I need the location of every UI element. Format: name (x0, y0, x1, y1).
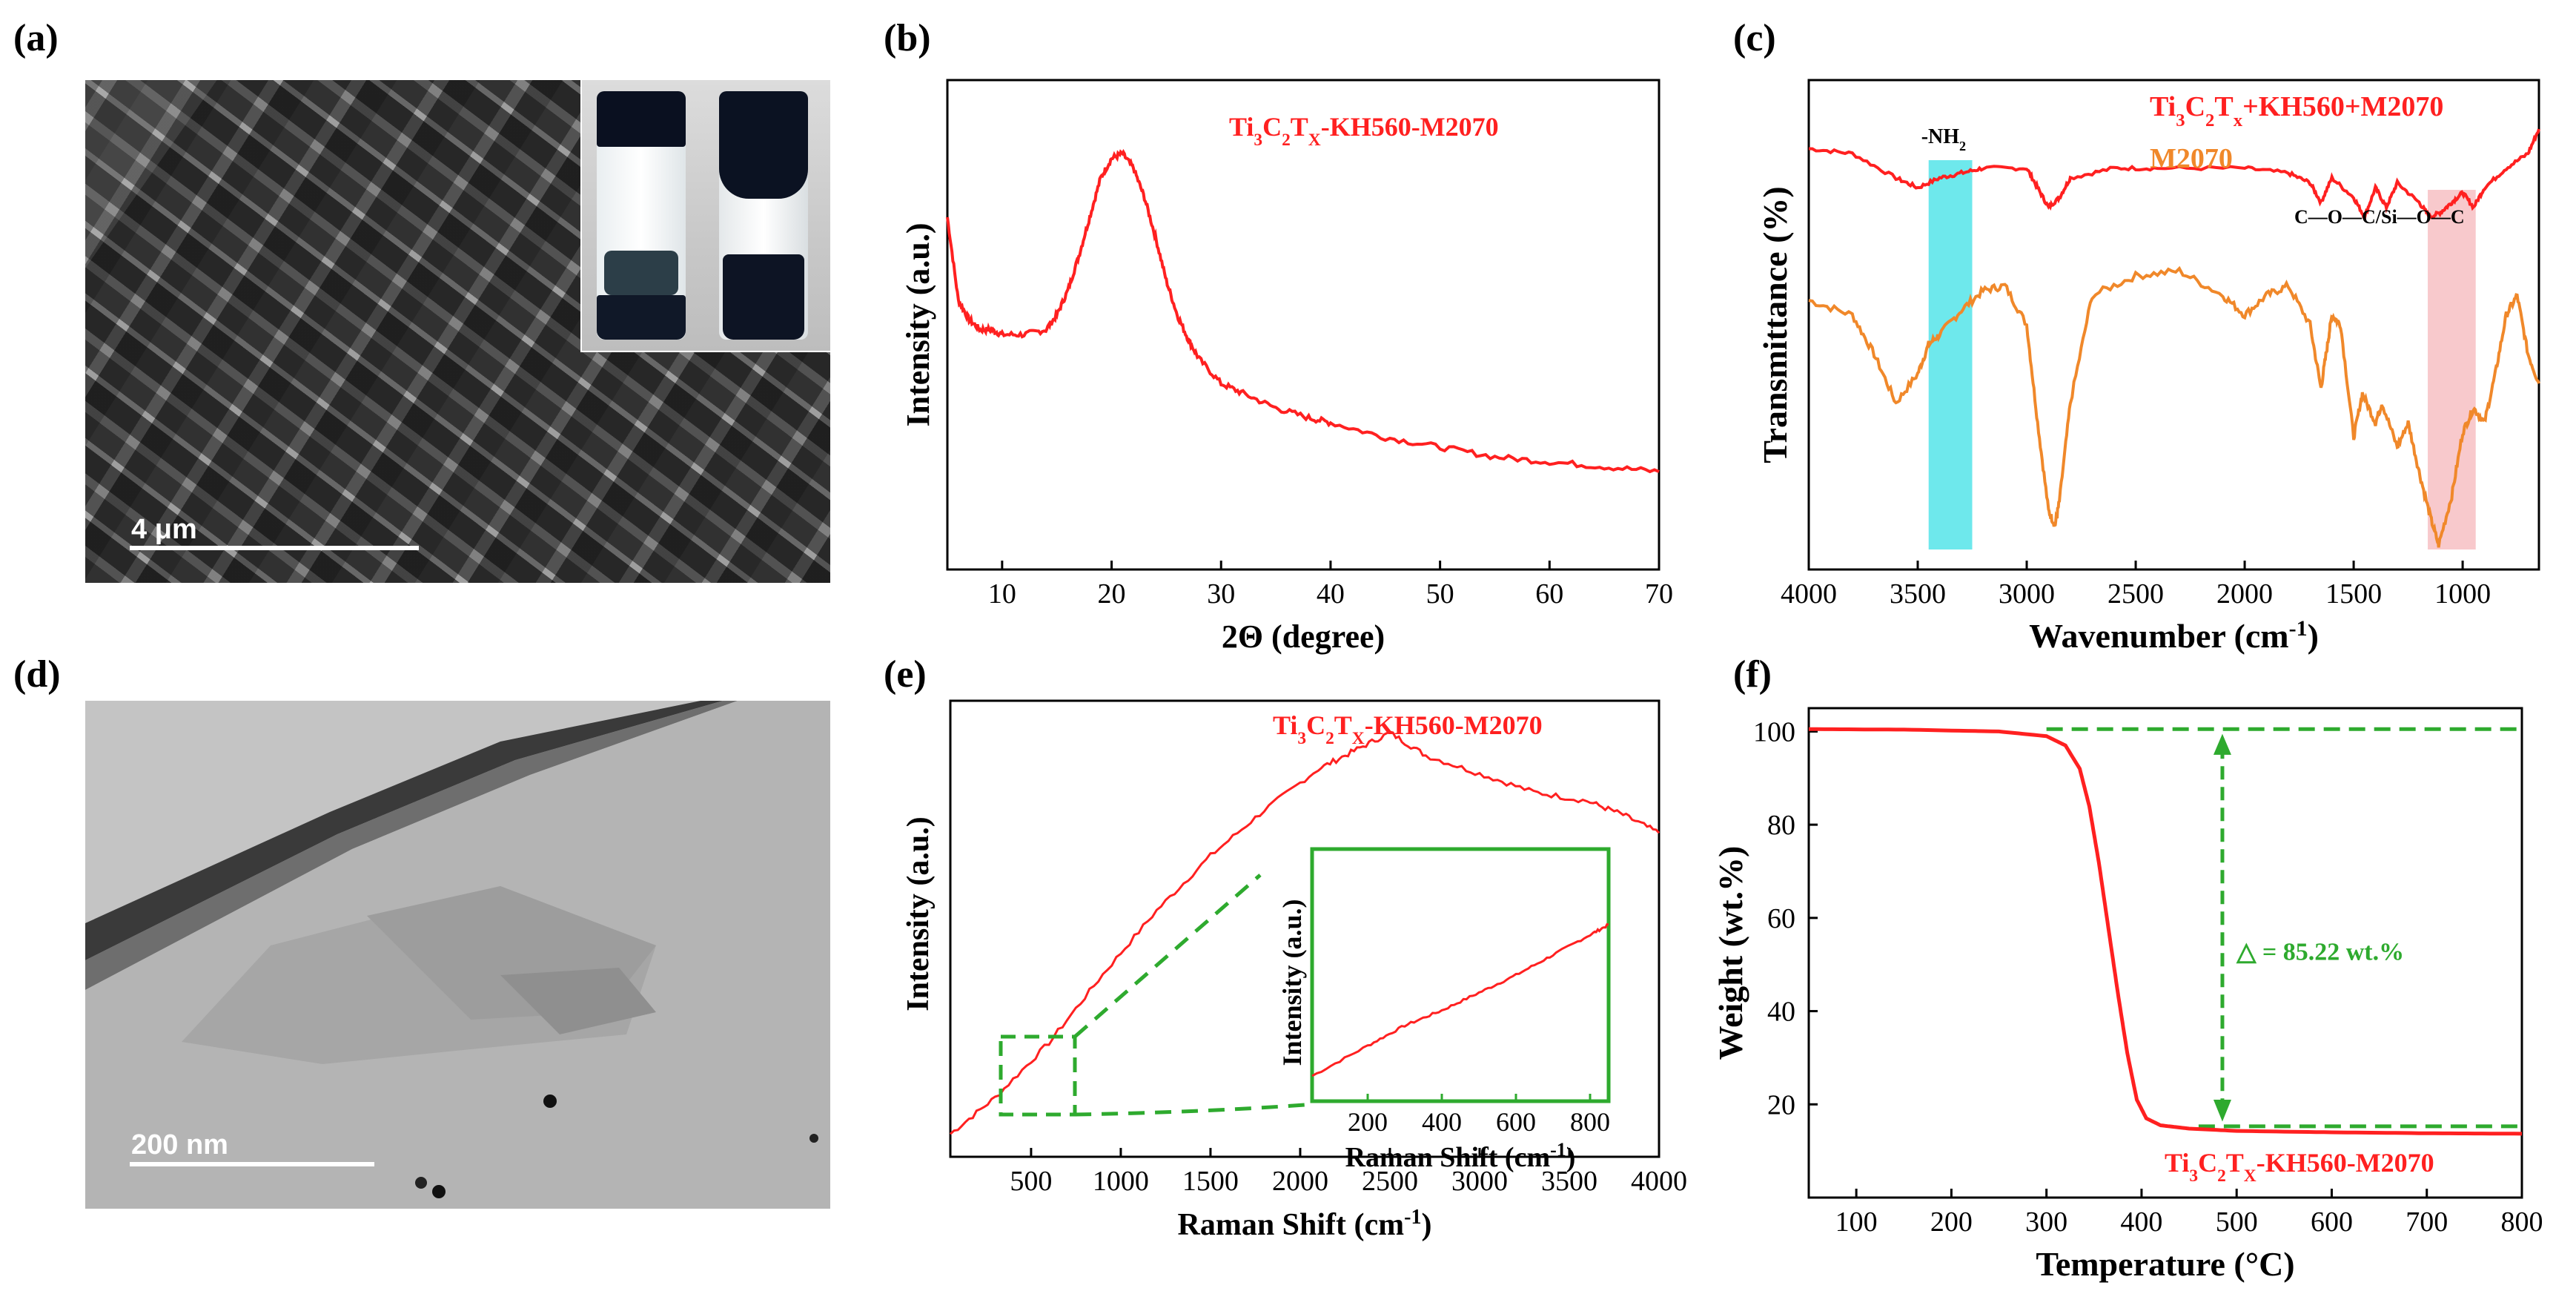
tga-x-label: 700 (2406, 1206, 2448, 1238)
tga-y-label: 20 (1767, 1089, 1795, 1120)
raman-x-label: 2000 (1272, 1166, 1328, 1197)
panel-label-c: (c) (1733, 17, 1776, 59)
xrd-xlabel: 2Θ (degree) (1222, 618, 1385, 655)
tem-image: 200 nm (85, 701, 830, 1209)
ftir-m2070-line (1808, 265, 2540, 548)
xrd-x-label: 40 (1317, 578, 1345, 610)
tem-scale-label: 200 nm (131, 1129, 228, 1161)
raman-x-label: 4000 (1631, 1166, 1687, 1197)
coc-annotation: C—O—C/Si—O—C (2294, 206, 2465, 228)
ftir-ylabel: Transmittance (%) (1756, 186, 1794, 463)
panel-label-b: (b) (884, 17, 931, 59)
tga-x-label: 300 (2025, 1206, 2067, 1238)
raman-inset-xlabel: Raman Shift (cm-1) (1345, 1139, 1576, 1174)
vial-left (597, 91, 686, 340)
ftir-legend-composite: Ti3C2Tx+KH560+M2070 (2150, 91, 2443, 131)
ftir-x-label: 4000 (1781, 578, 1837, 610)
panel-label-a: (a) (13, 17, 59, 59)
ftir-x-label: 1500 (2325, 578, 2382, 610)
raman-x-label: 2500 (1362, 1166, 1418, 1197)
tga-plot-frame (1807, 707, 2523, 1199)
ftir-xlabel: Wavenumber (cm-1) (2029, 616, 2319, 656)
raman-inset-x-label: 400 (1422, 1107, 1462, 1137)
xrd-title: Ti3C2TX-KH560-M2070 (1229, 112, 1499, 150)
tga-ylabel: Weight (wt.%) (1712, 846, 1749, 1060)
xrd-ylabel: Intensity (a.u.) (900, 222, 936, 426)
raman-x-label: 500 (1010, 1166, 1052, 1197)
raman-inset-line (1311, 922, 1609, 1077)
tga-y-label: 60 (1767, 903, 1795, 934)
tga-y-label: 100 (1753, 716, 1795, 747)
tga-delta-arrowhead-up (2213, 733, 2231, 755)
raman-inset-x-label: 200 (1348, 1107, 1388, 1137)
sem-scale-label: 4 μm (131, 514, 197, 545)
tga-title: Ti3C2TX-KH560-M2070 (2165, 1148, 2434, 1186)
raman-x-label: 1500 (1182, 1166, 1239, 1197)
raman-plot-frame (949, 699, 1661, 1158)
ftir-composite-line (1808, 128, 2540, 222)
raman-title: Ti3C2TX-KH560-M2070 (1273, 710, 1543, 748)
raman-x-label: 3000 (1451, 1166, 1508, 1197)
raman-ylabel: Intensity (a.u.) (901, 816, 936, 1011)
xrd-series-line (946, 148, 1660, 474)
raman-zoom-connector-bottom (1074, 1103, 1305, 1117)
vial-photo-inset (580, 80, 830, 352)
tga-x-label: 800 (2501, 1206, 2543, 1238)
ftir-x-label: 1000 (2434, 578, 2491, 610)
tga-delta-arrowhead-down (2213, 1100, 2231, 1122)
xrd-x-label: 50 (1426, 578, 1454, 610)
tga-series-line (1809, 727, 2523, 1136)
ftir-legend-m2070: M2070 (2150, 143, 2233, 174)
sem-scale-bar (130, 546, 419, 550)
panel-label-e: (e) (884, 653, 927, 696)
tga-delta-annotation: △ = 85.22 wt.% (2236, 938, 2404, 965)
raman-inset-x-label: 600 (1496, 1107, 1536, 1137)
ftir-plot-frame (1807, 79, 2540, 571)
panel-label-f: (f) (1733, 653, 1772, 696)
tga-x-label: 200 (1930, 1206, 1973, 1238)
xrd-x-label: 60 (1535, 578, 1563, 610)
ftir-x-label: 3500 (1890, 578, 1946, 610)
tga-xlabel: Temperature (°C) (2036, 1245, 2294, 1283)
raman-series-line (949, 730, 1661, 1135)
ftir-x-label: 2500 (2108, 578, 2164, 610)
tga-x-label: 100 (1835, 1206, 1878, 1238)
tem-texture (85, 701, 830, 1209)
raman-x-label: 3500 (1541, 1166, 1597, 1197)
tga-y-label: 80 (1767, 810, 1795, 841)
nh2-annotation: -NH2 (1921, 125, 1966, 153)
raman-xlabel: Raman Shift (cm-1) (1178, 1206, 1432, 1243)
vial-right (719, 91, 808, 340)
xrd-x-label: 20 (1098, 578, 1126, 610)
raman-inset-ylabel: Intensity (a.u.) (1277, 899, 1307, 1066)
raman-inset-x-label: 800 (1570, 1107, 1610, 1137)
tga-x-label: 400 (2120, 1206, 2162, 1238)
raman-inset-frame (1310, 847, 1611, 1103)
tga-x-label: 500 (2216, 1206, 2258, 1238)
xrd-plot-frame (946, 79, 1661, 571)
panel-label-d: (d) (13, 653, 61, 696)
tem-scale-bar (130, 1162, 374, 1166)
raman-x-label: 1000 (1093, 1166, 1149, 1197)
xrd-x-label: 70 (1645, 578, 1673, 610)
raman-zoom-box (999, 1034, 1077, 1117)
raman-zoom-connector-top (1073, 874, 1262, 1038)
tga-y-label: 40 (1767, 997, 1795, 1028)
sem-image: 4 μm (85, 80, 830, 583)
tga-x-label: 600 (2311, 1206, 2353, 1238)
nh2-highlight-band (1928, 160, 1973, 549)
ftir-x-label: 2000 (2216, 578, 2273, 610)
xrd-x-label: 10 (988, 578, 1016, 610)
xrd-x-label: 30 (1207, 578, 1235, 610)
ftir-x-label: 3000 (1999, 578, 2055, 610)
